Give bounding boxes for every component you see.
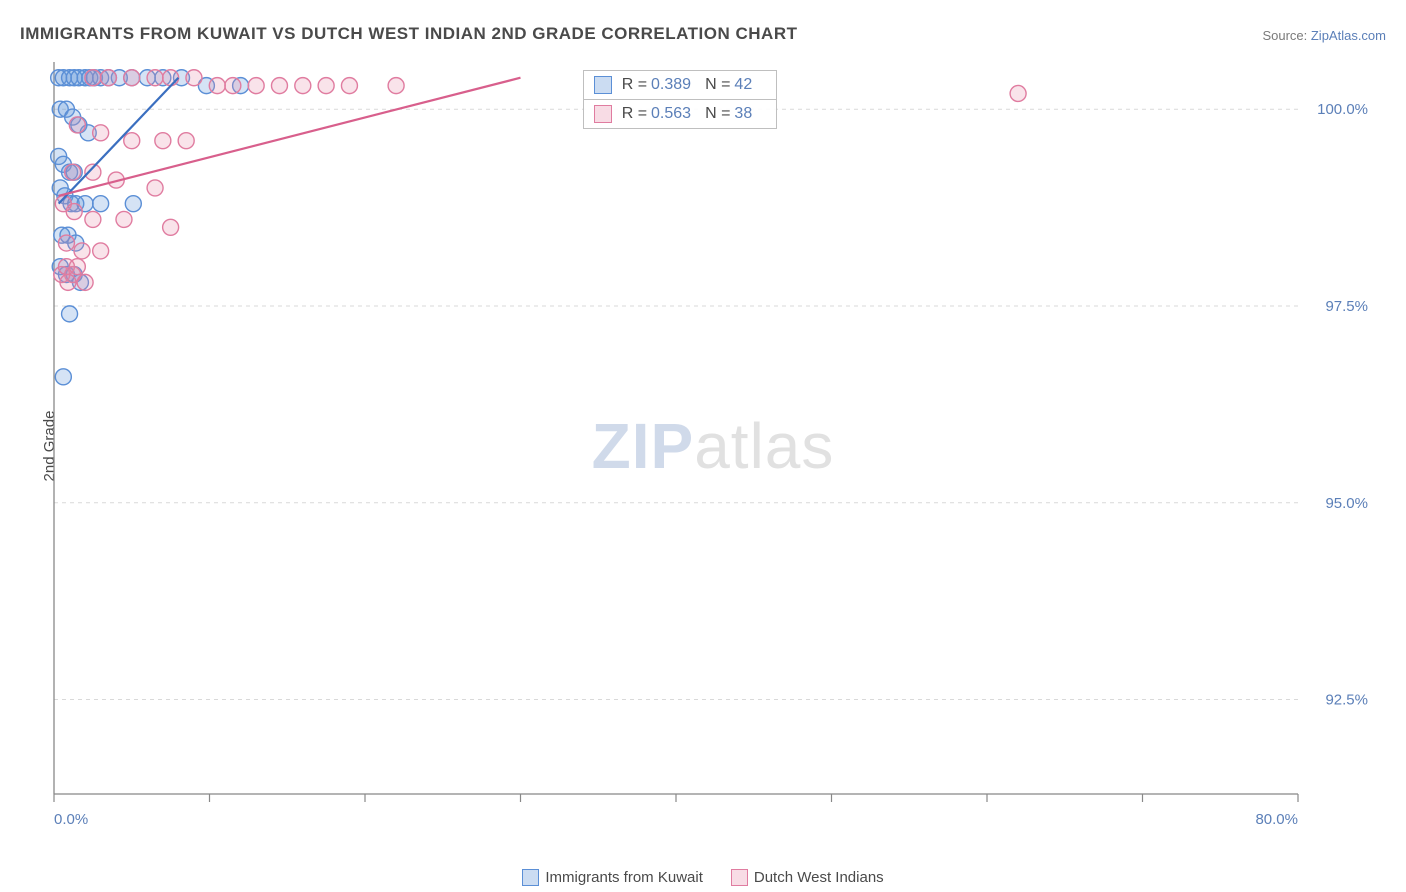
legend-label-series1: Immigrants from Kuwait xyxy=(545,869,703,886)
source-label: Source: xyxy=(1262,28,1310,43)
r-label: R = xyxy=(622,105,647,123)
svg-text:92.5%: 92.5% xyxy=(1325,692,1368,709)
source-attribution: Source: ZipAtlas.com xyxy=(1262,28,1386,43)
legend-item-series1: Immigrants from Kuwait xyxy=(522,869,703,886)
stats-swatch-pink xyxy=(594,105,612,123)
svg-text:97.5%: 97.5% xyxy=(1325,298,1368,315)
stats-row-series1: R = 0.389 N = 42 xyxy=(584,71,777,100)
source-link[interactable]: ZipAtlas.com xyxy=(1311,28,1386,43)
chart-title: IMMIGRANTS FROM KUWAIT VS DUTCH WEST IND… xyxy=(20,24,798,44)
n-label: N = xyxy=(705,76,730,94)
svg-text:0.0%: 0.0% xyxy=(54,811,88,828)
scatter-chart-svg: 0.0% 80.0% 92.5% 95.0% 97.5% 100.0% xyxy=(48,58,1378,834)
svg-text:95.0%: 95.0% xyxy=(1325,495,1368,512)
stats-row-series2: R = 0.563 N = 38 xyxy=(584,100,777,128)
series2-r-value: 0.563 xyxy=(651,105,691,123)
bottom-legend: Immigrants from Kuwait Dutch West Indian… xyxy=(0,869,1406,886)
legend-item-series2: Dutch West Indians xyxy=(731,869,884,886)
series1-r-value: 0.389 xyxy=(651,76,691,94)
n-label: N = xyxy=(705,105,730,123)
svg-text:80.0%: 80.0% xyxy=(1255,811,1298,828)
legend-swatch-blue xyxy=(522,869,539,886)
plot-area: 0.0%80.0%92.5%95.0%97.5%100.0% ZIPatlas … xyxy=(48,58,1378,834)
stats-legend-box: R = 0.389 N = 42 R = 0.563 N = 38 xyxy=(583,70,778,129)
legend-swatch-pink xyxy=(731,869,748,886)
r-label: R = xyxy=(622,76,647,94)
series1-n-value: 42 xyxy=(734,76,752,94)
stats-swatch-blue xyxy=(594,76,612,94)
legend-label-series2: Dutch West Indians xyxy=(754,869,884,886)
svg-text:100.0%: 100.0% xyxy=(1317,101,1368,118)
chart-page: IMMIGRANTS FROM KUWAIT VS DUTCH WEST IND… xyxy=(0,0,1406,892)
series2-n-value: 38 xyxy=(734,105,752,123)
